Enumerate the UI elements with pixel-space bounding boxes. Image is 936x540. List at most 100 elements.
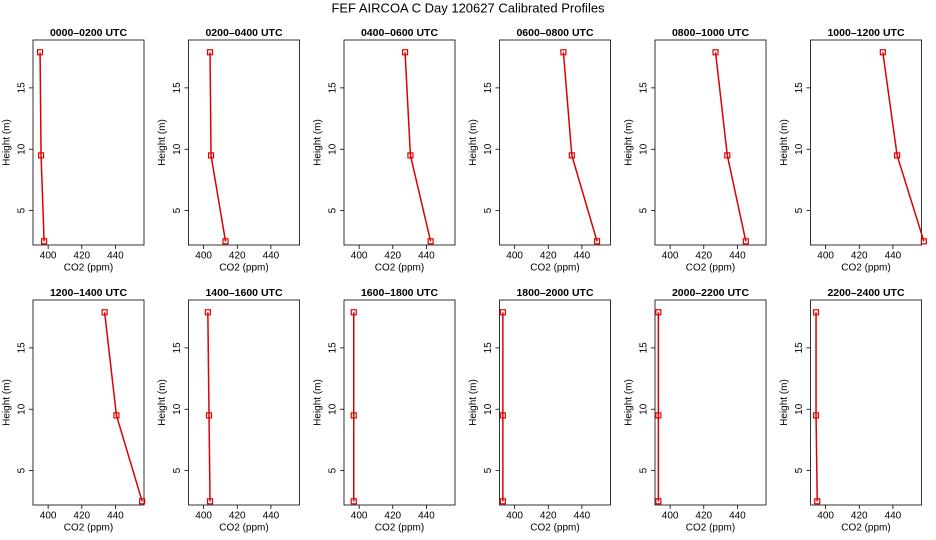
x-tick-label: 400 bbox=[662, 251, 679, 262]
x-tick-label: 420 bbox=[73, 251, 90, 262]
point bbox=[499, 412, 506, 419]
panel-title: 1600–1800 UTC bbox=[361, 287, 438, 299]
y-axis-label: Height (m) bbox=[2, 379, 13, 426]
y-tick-label: 10 bbox=[483, 143, 494, 155]
x-tick-label: 420 bbox=[384, 251, 401, 262]
plot-frame bbox=[499, 39, 611, 246]
point bbox=[742, 238, 749, 245]
profile-line bbox=[882, 52, 925, 242]
panel-title: 0400–0600 UTC bbox=[361, 27, 438, 39]
profile-line bbox=[714, 52, 747, 242]
y-axis-label: Height (m) bbox=[157, 119, 168, 166]
x-tick-label: 440 bbox=[885, 251, 902, 262]
x-axis-label: CO2 (ppm) bbox=[841, 263, 890, 274]
y-tick-label: 5 bbox=[639, 467, 650, 473]
y-tick-label: 10 bbox=[639, 143, 650, 155]
x-tick-label: 400 bbox=[195, 251, 212, 262]
plot-frame bbox=[188, 299, 300, 506]
x-axis-label: CO2 (ppm) bbox=[375, 263, 424, 274]
x-axis-label: CO2 (ppm) bbox=[530, 523, 579, 534]
x-axis-label: CO2 (ppm) bbox=[686, 263, 735, 274]
plot-frame bbox=[499, 299, 611, 506]
x-tick-label: 440 bbox=[263, 511, 280, 522]
point bbox=[427, 238, 434, 245]
profile-line bbox=[209, 52, 227, 242]
y-tick-label: 5 bbox=[172, 207, 183, 213]
x-tick-label: 400 bbox=[351, 251, 368, 262]
panel-title: 1800–2000 UTC bbox=[516, 287, 593, 299]
y-tick-label: 10 bbox=[639, 403, 650, 415]
x-tick-label: 400 bbox=[506, 511, 523, 522]
x-axis-label: CO2 (ppm) bbox=[219, 263, 268, 274]
point bbox=[499, 309, 506, 316]
y-tick-label: 10 bbox=[794, 403, 805, 415]
y-tick-label: 5 bbox=[172, 467, 183, 473]
profile-line bbox=[562, 52, 598, 242]
x-tick-label: 420 bbox=[695, 251, 712, 262]
y-axis-label: Height (m) bbox=[2, 119, 13, 166]
y-tick-label: 5 bbox=[483, 467, 494, 473]
point bbox=[724, 152, 731, 159]
plot-frame bbox=[32, 299, 145, 506]
point bbox=[879, 49, 886, 56]
y-tick-label: 5 bbox=[17, 207, 28, 213]
profile-line bbox=[404, 52, 432, 242]
panel-title: 0000–0200 UTC bbox=[50, 27, 127, 39]
x-axis-label: CO2 (ppm) bbox=[841, 523, 890, 534]
y-tick-label: 10 bbox=[328, 143, 339, 155]
panel-title: 1200–1400 UTC bbox=[50, 287, 127, 299]
panel-title: 2200–2400 UTC bbox=[827, 287, 904, 299]
y-tick-label: 10 bbox=[483, 403, 494, 415]
y-axis-label: Height (m) bbox=[157, 379, 168, 426]
x-tick-label: 400 bbox=[817, 251, 834, 262]
x-tick-label: 420 bbox=[695, 511, 712, 522]
y-tick-label: 15 bbox=[794, 82, 805, 94]
point bbox=[812, 412, 820, 419]
x-axis-label: CO2 (ppm) bbox=[686, 523, 735, 534]
y-axis-label: Height (m) bbox=[624, 119, 635, 166]
y-tick-label: 10 bbox=[794, 143, 805, 155]
x-axis-label: CO2 (ppm) bbox=[64, 523, 113, 534]
point bbox=[350, 498, 357, 505]
x-tick-label: 420 bbox=[229, 251, 246, 262]
point bbox=[205, 412, 213, 419]
x-tick-label: 440 bbox=[107, 511, 124, 522]
x-tick-label: 420 bbox=[540, 251, 557, 262]
y-tick-label: 5 bbox=[639, 207, 650, 213]
x-tick-label: 440 bbox=[729, 251, 746, 262]
point bbox=[37, 152, 45, 159]
panel-title: 1000–1200 UTC bbox=[827, 27, 904, 39]
profile-line bbox=[103, 312, 143, 502]
y-tick-label: 15 bbox=[483, 342, 494, 354]
point bbox=[139, 498, 146, 505]
page-title: FEF AIRCOA C Day 120627 Calibrated Profi… bbox=[331, 0, 605, 15]
point bbox=[206, 49, 214, 56]
y-tick-label: 15 bbox=[639, 82, 650, 94]
x-tick-label: 420 bbox=[540, 511, 557, 522]
x-tick-label: 440 bbox=[107, 251, 124, 262]
x-axis-label: CO2 (ppm) bbox=[219, 523, 268, 534]
profile-line bbox=[815, 312, 818, 502]
x-tick-label: 400 bbox=[40, 251, 57, 262]
point bbox=[101, 309, 108, 316]
point bbox=[206, 498, 214, 505]
point bbox=[350, 412, 357, 419]
profile-line bbox=[39, 52, 45, 242]
y-tick-label: 15 bbox=[794, 342, 805, 354]
y-axis-label: Height (m) bbox=[313, 119, 324, 166]
y-tick-label: 10 bbox=[172, 143, 183, 155]
panel-title: 0600–0800 UTC bbox=[516, 27, 593, 39]
y-axis-label: Height (m) bbox=[779, 119, 790, 166]
point bbox=[920, 238, 927, 245]
x-tick-label: 420 bbox=[73, 511, 90, 522]
plot-frame bbox=[654, 39, 767, 246]
point bbox=[401, 49, 409, 56]
x-tick-label: 420 bbox=[384, 511, 401, 522]
y-tick-label: 5 bbox=[328, 467, 339, 473]
point bbox=[712, 49, 719, 56]
y-tick-label: 15 bbox=[639, 342, 650, 354]
point bbox=[560, 49, 567, 56]
plot-frame bbox=[188, 39, 300, 246]
panel-title: 0200–0400 UTC bbox=[205, 27, 282, 39]
